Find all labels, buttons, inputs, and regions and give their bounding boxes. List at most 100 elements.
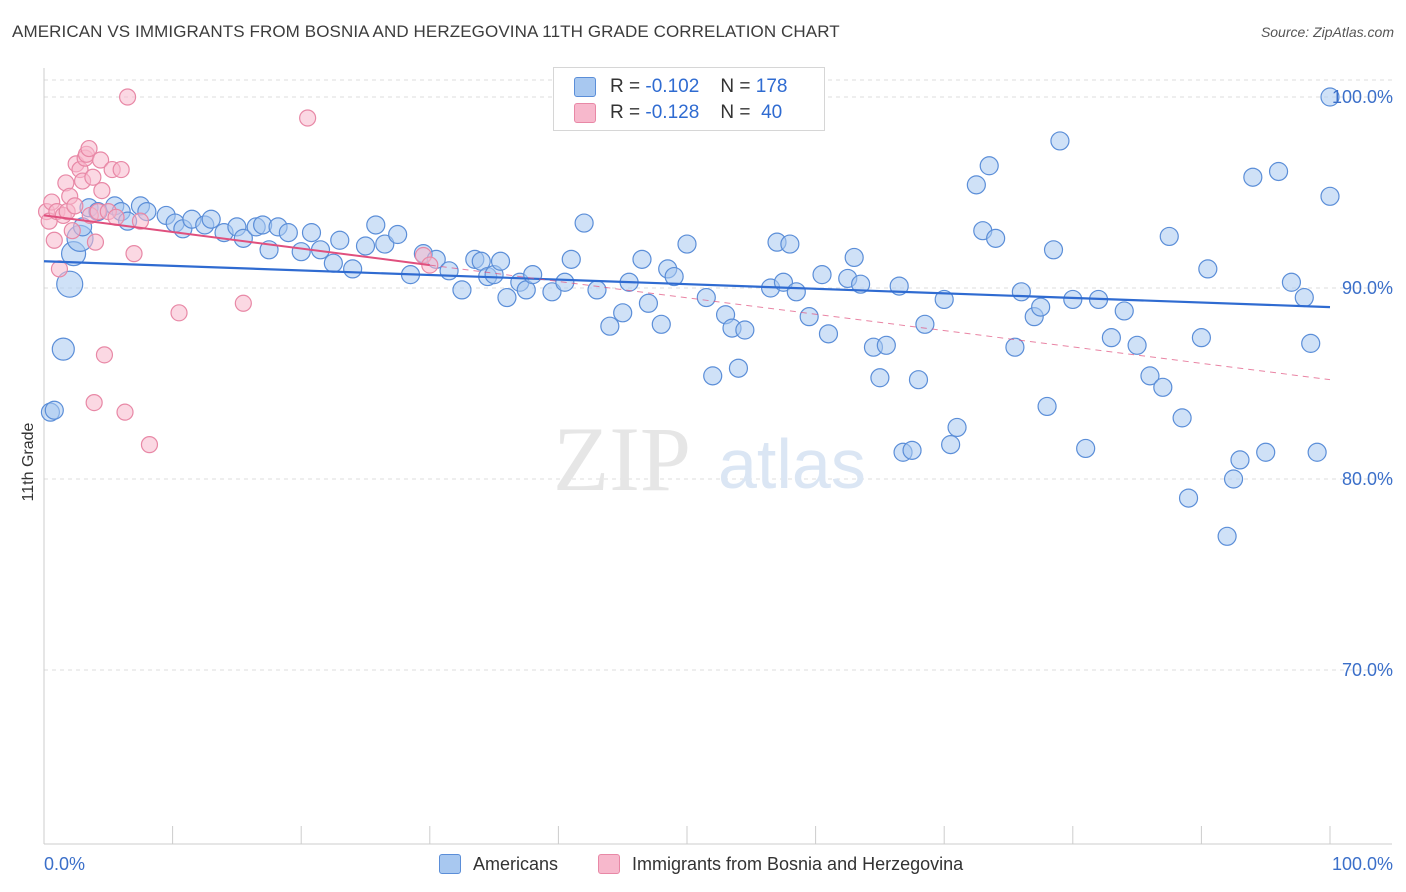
watermark: ZIP atlas <box>553 408 866 510</box>
americans-point <box>979 156 999 176</box>
americans-point <box>651 314 671 334</box>
americans-point <box>1031 297 1051 317</box>
americans-point <box>941 435 961 455</box>
y-tick-label: 80.0% <box>1342 469 1393 489</box>
americans-point <box>786 282 806 302</box>
americans-point <box>1037 396 1057 417</box>
chart-title: AMERICAN VS IMMIGRANTS FROM BOSNIA AND H… <box>12 22 840 41</box>
americans-point <box>1301 333 1321 353</box>
americans-point <box>330 230 350 250</box>
x-tick-label: 0.0% <box>44 854 85 874</box>
bosnia-swatch <box>574 103 596 123</box>
americans-point <box>201 209 221 229</box>
bosnia-point <box>50 260 69 278</box>
americans-point <box>818 324 839 344</box>
americans-trend-line <box>43 260 1331 309</box>
americans-point <box>56 270 84 298</box>
americans-point <box>696 287 716 308</box>
stats-legend: R = -0.102 N = 178 R = -0.128 N = 40 <box>553 67 825 131</box>
americans-point <box>1011 282 1031 302</box>
americans-point <box>1063 289 1083 310</box>
americans-point <box>1191 328 1212 348</box>
americans-point <box>1198 259 1218 279</box>
americans-point <box>490 251 511 271</box>
americans-point <box>1217 526 1237 546</box>
bosnia-point <box>131 212 150 230</box>
americans-point <box>343 259 363 279</box>
americans-point <box>966 175 986 195</box>
americans-point <box>452 280 472 300</box>
trend-lines <box>43 214 1331 381</box>
americans-point <box>1050 131 1070 151</box>
bosnia-point <box>91 151 110 169</box>
americans-point <box>366 215 386 235</box>
americans-point <box>1178 488 1199 508</box>
americans-point <box>1281 272 1302 292</box>
x-tick-label: 100.0% <box>1332 854 1393 874</box>
americans-point <box>1127 335 1147 355</box>
bosnia-point <box>118 88 137 106</box>
americans-point <box>1320 87 1340 107</box>
bosnia-point <box>107 208 125 226</box>
americans-point <box>1320 186 1340 206</box>
americans-point <box>1159 226 1179 247</box>
americans-point <box>355 236 376 256</box>
americans-point <box>844 247 864 268</box>
y-axis-title: 11th Grade <box>20 422 37 501</box>
bosnia-point <box>170 304 188 322</box>
americans-point <box>735 320 755 340</box>
americans-r-value: -0.102 <box>645 76 700 97</box>
legend-row-americans: R = -0.102 N = 178 <box>574 75 787 99</box>
americans-point <box>1230 450 1250 470</box>
bosnia-point <box>63 222 81 240</box>
americans-point <box>1268 161 1289 182</box>
americans-point <box>587 280 607 300</box>
americans-swatch <box>574 77 596 97</box>
americans-point <box>523 265 543 285</box>
americans-point <box>561 249 581 269</box>
americans-point <box>908 370 929 390</box>
bottom-bosnia-swatch <box>598 854 620 874</box>
bosnia-r-value: -0.128 <box>645 102 700 123</box>
bosnia-n-label: N = <box>720 102 751 123</box>
americans-point <box>1307 442 1327 462</box>
americans-point <box>233 228 253 248</box>
bosnia-trend-line <box>43 214 430 267</box>
americans-point <box>600 316 620 336</box>
americans-point <box>1076 438 1096 459</box>
source-credit: Source: ZipAtlas.com <box>1260 24 1394 40</box>
americans-point <box>902 440 922 460</box>
bosnia-point <box>45 231 63 249</box>
americans-point <box>728 358 749 378</box>
americans-point <box>278 223 298 243</box>
bosnia-point <box>95 346 114 364</box>
americans-point <box>934 289 954 310</box>
americans-point <box>812 265 832 285</box>
tick-labels: 100.0% 90.0% 80.0% 70.0% 0.0% 100.0% <box>44 87 1393 874</box>
americans-point <box>1153 377 1173 397</box>
watermark-atlas: atlas <box>718 425 866 503</box>
bosnia-point <box>116 403 134 421</box>
americans-point <box>1043 240 1064 260</box>
americans-point <box>677 234 697 254</box>
americans-point <box>1140 366 1160 386</box>
americans-point <box>542 282 562 302</box>
americans-point <box>870 368 890 388</box>
series-bosnia <box>37 88 439 454</box>
americans-point <box>51 337 75 361</box>
americans-point <box>1243 167 1263 187</box>
bosnia-n-value: 40 <box>761 102 783 123</box>
americans-point <box>851 274 871 294</box>
series-americans <box>40 87 1340 546</box>
americans-point <box>301 223 322 243</box>
bottom-legend-americans: Americans <box>439 851 558 877</box>
bottom-americans-label: Americans <box>473 853 559 874</box>
americans-n-label: N = <box>720 76 751 97</box>
americans-point <box>439 261 459 281</box>
americans-point <box>1294 287 1314 308</box>
bosnia-r-label: R = <box>610 102 641 123</box>
americans-point <box>664 266 684 287</box>
bosnia-trend-extension <box>429 264 1331 381</box>
y-tick-label: 70.0% <box>1342 660 1393 680</box>
